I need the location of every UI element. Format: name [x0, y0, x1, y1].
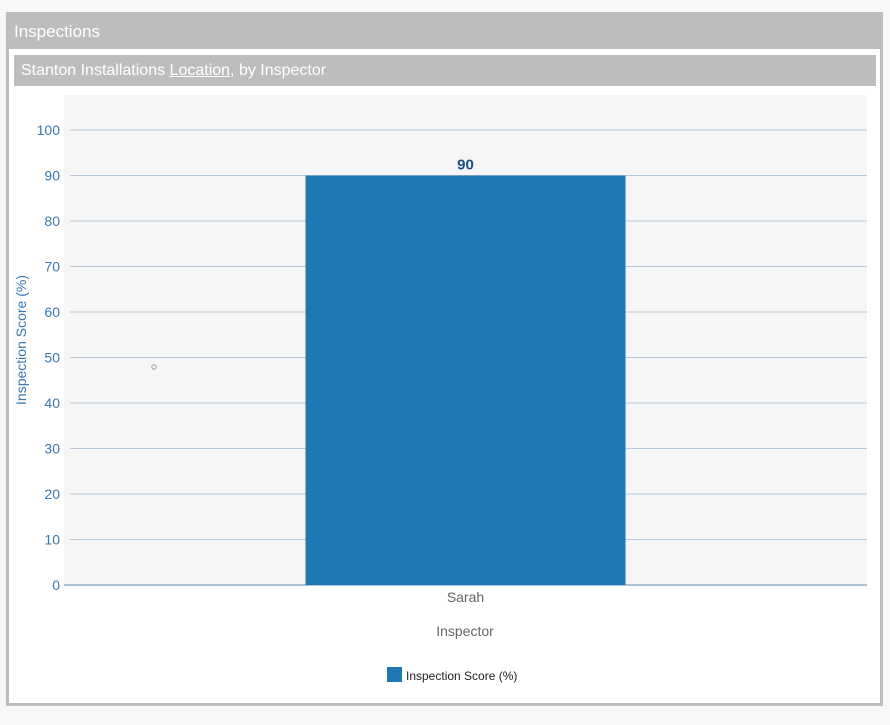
x-axis-title: Inspector: [436, 623, 494, 639]
y-tick-label: 0: [52, 577, 60, 593]
bar: [305, 175, 626, 585]
y-tick-label: 50: [44, 350, 60, 366]
data-label: 90: [457, 157, 474, 174]
y-axis-title: Inspection Score (%): [13, 275, 29, 405]
y-tick-label: 20: [44, 486, 60, 502]
y-tick-label: 10: [44, 532, 60, 548]
y-tick-label: 80: [44, 213, 60, 229]
y-tick-label: 40: [44, 395, 60, 411]
chart-container: Stanton Installations Location, by Inspe…: [7, 49, 882, 705]
marker-dot: [151, 364, 157, 370]
y-tick-label: 60: [44, 304, 60, 320]
y-tick-label: 70: [44, 259, 60, 275]
y-tick-label: 30: [44, 441, 60, 457]
chart-subtitle: Stanton Installations Location, by Inspe…: [14, 55, 876, 86]
subtitle-suffix: , by Inspector: [230, 62, 327, 79]
x-tick-label: Sarah: [447, 589, 484, 605]
panel-title: Inspections: [7, 13, 882, 49]
legend-swatch: [387, 667, 402, 682]
location-link[interactable]: Location: [169, 62, 231, 79]
y-tick-label: 100: [37, 122, 61, 138]
legend-label: Inspection Score (%): [406, 669, 517, 683]
y-tick-label: 90: [44, 168, 60, 184]
subtitle-prefix: Stanton Installations: [21, 62, 166, 79]
